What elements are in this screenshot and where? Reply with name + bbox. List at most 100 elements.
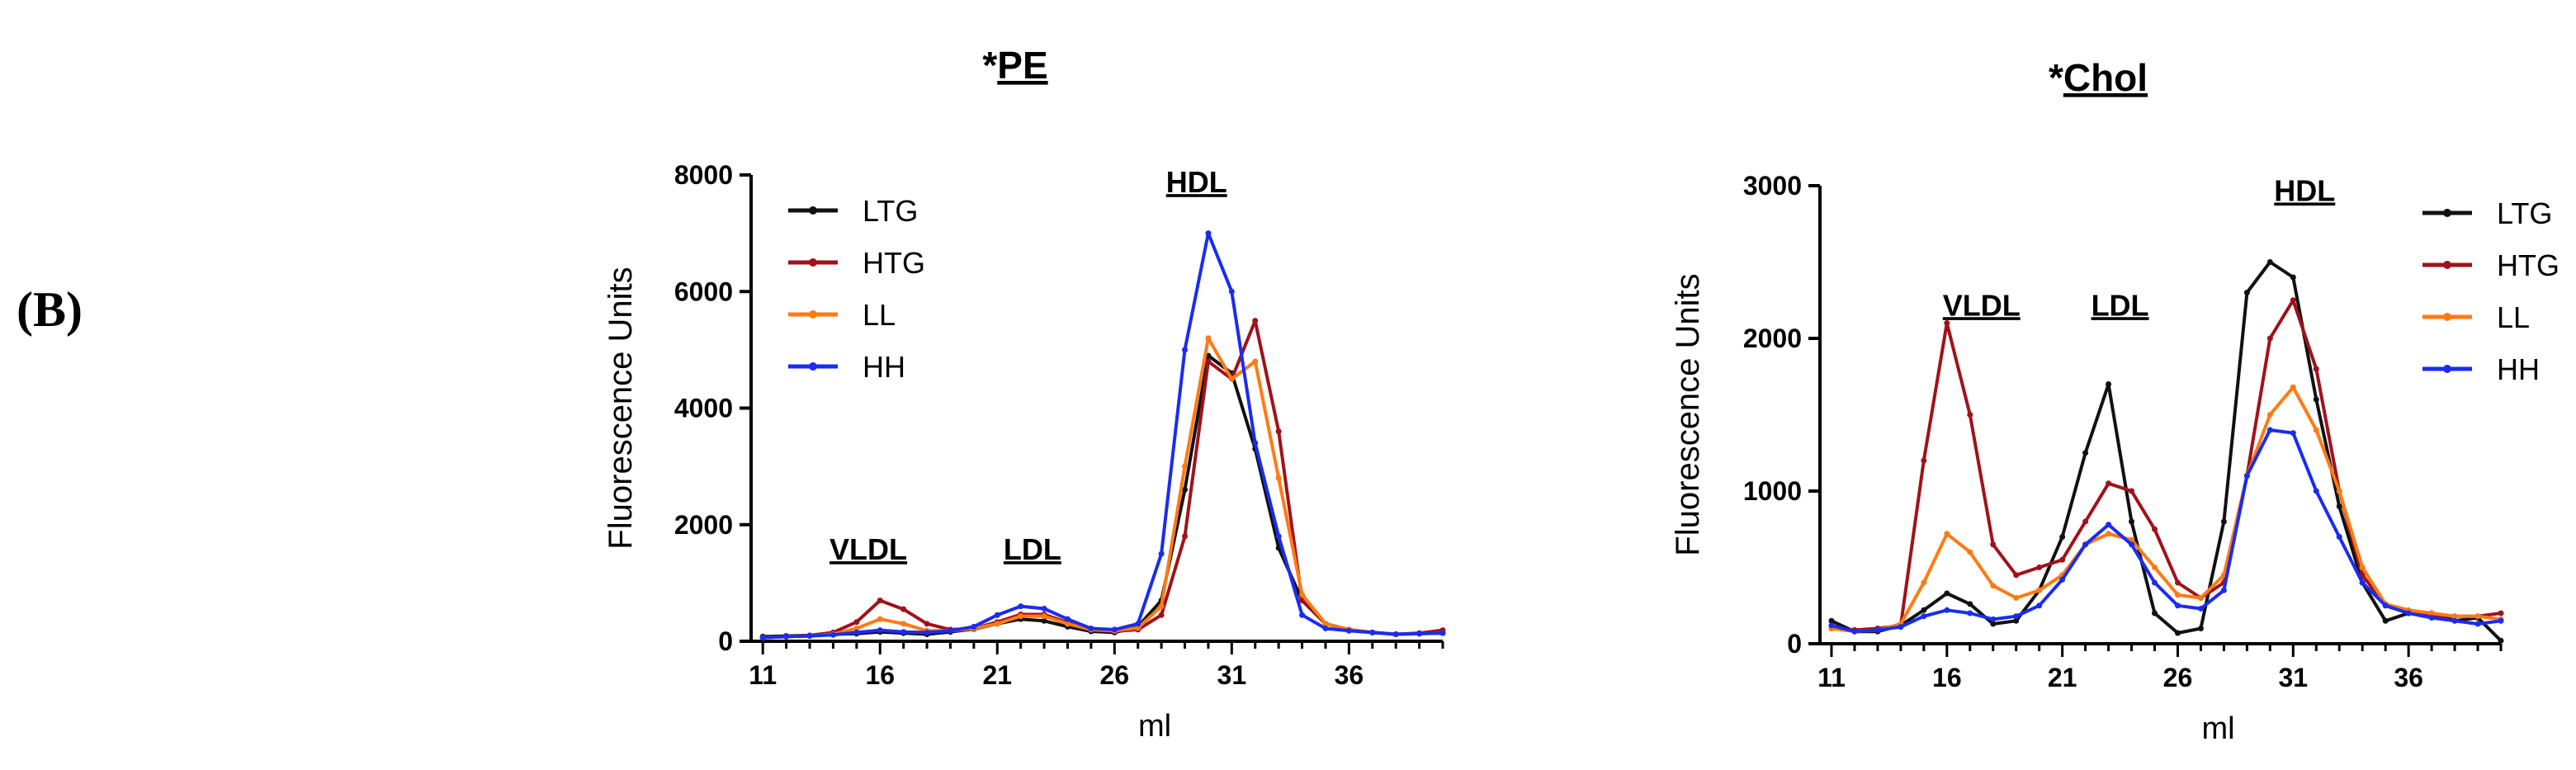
region-label-hdl: HDL bbox=[2274, 174, 2335, 208]
chart-title-main: PE bbox=[997, 44, 1047, 87]
x-tick-label: 31 bbox=[1217, 660, 1247, 690]
data-point-ll bbox=[1228, 376, 1235, 382]
legend-marker-htg bbox=[2443, 261, 2451, 269]
data-point-ll bbox=[1182, 463, 1189, 470]
data-point-htg bbox=[2106, 480, 2112, 487]
data-point-htg bbox=[2036, 565, 2043, 570]
region-label-hdl: HDL bbox=[1166, 165, 1227, 199]
data-point-hh bbox=[1088, 625, 1094, 631]
data-point-ltg bbox=[1990, 621, 1997, 627]
data-point-ll bbox=[2036, 587, 2043, 593]
data-point-hh bbox=[1135, 621, 1141, 627]
data-point-ll bbox=[1990, 583, 1997, 589]
x-tick-label: 21 bbox=[982, 660, 1012, 690]
data-point-ltg bbox=[2382, 617, 2389, 624]
x-tick-label: 36 bbox=[2394, 663, 2423, 692]
data-point-htg bbox=[1158, 612, 1165, 618]
data-point-hh bbox=[783, 633, 790, 640]
chart-title: *PE bbox=[982, 44, 1047, 87]
data-point-hh bbox=[2059, 576, 2066, 583]
y-axis-label: Fluorescence Units bbox=[1670, 273, 1706, 555]
data-point-htg bbox=[2059, 556, 2066, 563]
data-point-hh bbox=[2036, 602, 2043, 609]
legend-marker-ll bbox=[2443, 313, 2451, 321]
data-point-ltg bbox=[1921, 607, 1927, 613]
y-tick-label: 6000 bbox=[674, 276, 733, 306]
data-point-ll bbox=[2106, 531, 2112, 537]
data-point-ltg bbox=[1041, 617, 1047, 624]
data-point-ll bbox=[900, 621, 907, 627]
y-tick-label: 2000 bbox=[674, 510, 733, 540]
data-point-ll bbox=[2451, 613, 2458, 620]
panel-label: (B) bbox=[17, 282, 83, 337]
data-point-ll bbox=[853, 625, 860, 631]
legend-label-htg: HTG bbox=[863, 246, 925, 280]
data-point-ltg bbox=[2129, 518, 2135, 525]
data-point-hh bbox=[2336, 534, 2342, 540]
legend-label-hh: HH bbox=[2497, 352, 2540, 386]
data-point-ll bbox=[1158, 603, 1165, 610]
data-point-ltg bbox=[2498, 637, 2504, 644]
data-point-ll bbox=[2336, 488, 2342, 494]
data-point-hh bbox=[1898, 624, 1904, 631]
data-point-htg bbox=[2498, 610, 2504, 616]
data-point-ll bbox=[2428, 610, 2435, 616]
data-point-hh bbox=[2197, 605, 2204, 612]
data-point-htg bbox=[2082, 518, 2089, 525]
data-point-hh bbox=[2382, 602, 2389, 609]
data-point-ll bbox=[1322, 621, 1329, 627]
data-point-hh bbox=[2290, 430, 2296, 437]
legend-label-ltg: LTG bbox=[863, 194, 918, 228]
data-point-ll bbox=[1018, 613, 1024, 620]
data-point-htg bbox=[924, 621, 930, 627]
data-point-ltg bbox=[2313, 396, 2319, 403]
data-point-hh bbox=[2428, 615, 2435, 621]
data-point-ll bbox=[1299, 592, 1306, 598]
data-point-hh bbox=[1228, 288, 1235, 295]
data-point-hh bbox=[1369, 629, 1376, 635]
data-point-ll bbox=[2474, 613, 2481, 620]
data-point-htg bbox=[877, 598, 883, 604]
region-label-ldl: LDL bbox=[1004, 532, 1061, 566]
legend-marker-hh bbox=[809, 362, 817, 371]
data-point-hh bbox=[1439, 630, 1446, 636]
data-point-ltg bbox=[2174, 630, 2181, 636]
data-point-ll bbox=[1252, 358, 1259, 365]
data-point-ll bbox=[2359, 565, 2366, 570]
data-point-ltg bbox=[2243, 290, 2250, 295]
data-point-ll bbox=[2174, 592, 2181, 598]
data-point-htg bbox=[2174, 579, 2181, 586]
data-point-htg bbox=[2290, 297, 2296, 304]
data-point-hh bbox=[2152, 579, 2158, 586]
legend-marker-ltg bbox=[809, 206, 817, 215]
legend-marker-htg bbox=[809, 258, 817, 267]
data-point-hh bbox=[1018, 603, 1024, 610]
data-point-ll bbox=[1944, 531, 1950, 537]
data-point-hh bbox=[1392, 631, 1399, 638]
data-point-htg bbox=[2129, 488, 2135, 494]
series-line-ltg bbox=[1831, 260, 2503, 642]
legend-label-hh: HH bbox=[863, 350, 905, 384]
data-point-ll bbox=[994, 621, 1000, 627]
data-point-ll bbox=[2197, 595, 2204, 601]
data-point-hh bbox=[994, 612, 1000, 618]
data-point-hh bbox=[1322, 625, 1329, 631]
data-point-htg bbox=[1252, 318, 1259, 324]
region-label-ldl: LDL bbox=[2092, 288, 2149, 322]
data-point-hh bbox=[971, 623, 977, 630]
data-point-hh bbox=[2220, 587, 2227, 593]
data-point-hh bbox=[2498, 617, 2504, 624]
data-point-hh bbox=[2359, 579, 2366, 586]
chart-title-prefix: * bbox=[982, 44, 997, 87]
data-point-hh bbox=[1041, 605, 1047, 612]
data-point-ltg bbox=[1828, 617, 1835, 624]
data-point-ll bbox=[1041, 613, 1047, 620]
data-point-htg bbox=[1944, 320, 1950, 326]
x-tick-label: 36 bbox=[1335, 660, 1364, 690]
y-tick-label: 4000 bbox=[674, 394, 733, 423]
region-label-vldl: VLDL bbox=[1943, 288, 2021, 322]
data-point-hh bbox=[2451, 617, 2458, 624]
data-point-hh bbox=[2266, 427, 2273, 433]
data-point-ll bbox=[1275, 475, 1282, 481]
data-point-ll bbox=[2313, 427, 2319, 433]
